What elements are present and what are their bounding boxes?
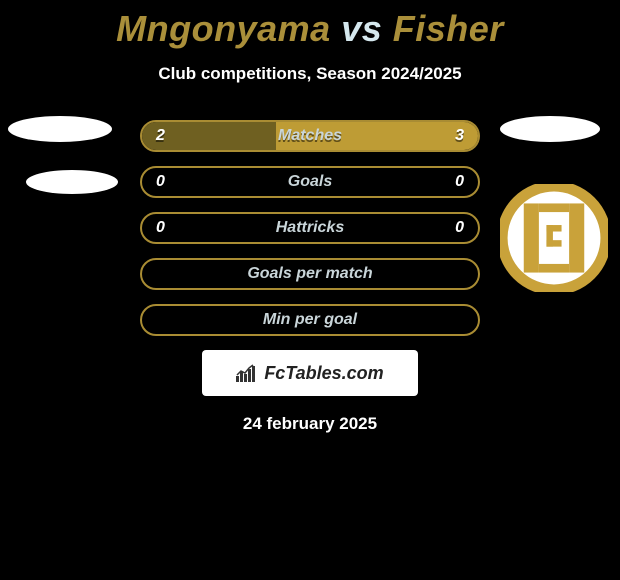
stat-bar: Hattricks0 0 [140,212,480,244]
vs-text: vs [341,8,382,49]
player1-name: Mngonyama [116,8,331,49]
bar-label: Goals per match [142,260,478,288]
stat-bar: Goals0 0 [140,166,480,198]
stat-bar: Goals per match [140,258,480,290]
comparison-content: Matches23Goals00Hattricks00Goals per mat… [0,120,620,434]
bar-value-left: 0 [156,168,165,196]
placeholder-icon [500,116,600,142]
attribution-text: FcTables.com [264,363,383,384]
bar-value-right: 0 [455,214,464,242]
bar-label: Hattricks [142,214,478,242]
bar-chart-icon [236,364,258,382]
bar-value-right: 3 [455,122,464,150]
bar-value-left: 2 [156,122,165,150]
player2-name: Fisher [393,8,504,49]
bar-label: Matches [142,122,478,150]
subtitle: Club competitions, Season 2024/2025 [0,64,620,84]
placeholder-icon [8,116,112,142]
comparison-bars: Matches23Goals00Hattricks00Goals per mat… [140,120,480,336]
attribution-box: FcTables.com [202,350,418,396]
placeholder-icon [26,170,118,194]
date-text: 24 february 2025 [0,414,620,434]
stat-bar: Matches2 3 [140,120,480,152]
right-player-graphics [500,116,608,297]
left-player-graphics [8,116,118,222]
club-crest-icon [500,184,608,292]
bar-value-right: 0 [455,168,464,196]
page-title: Mngonyama vs Fisher [0,0,620,50]
bar-value-left: 0 [156,214,165,242]
bar-label: Goals [142,168,478,196]
bar-label: Min per goal [142,306,478,334]
stat-bar: Min per goal [140,304,480,336]
